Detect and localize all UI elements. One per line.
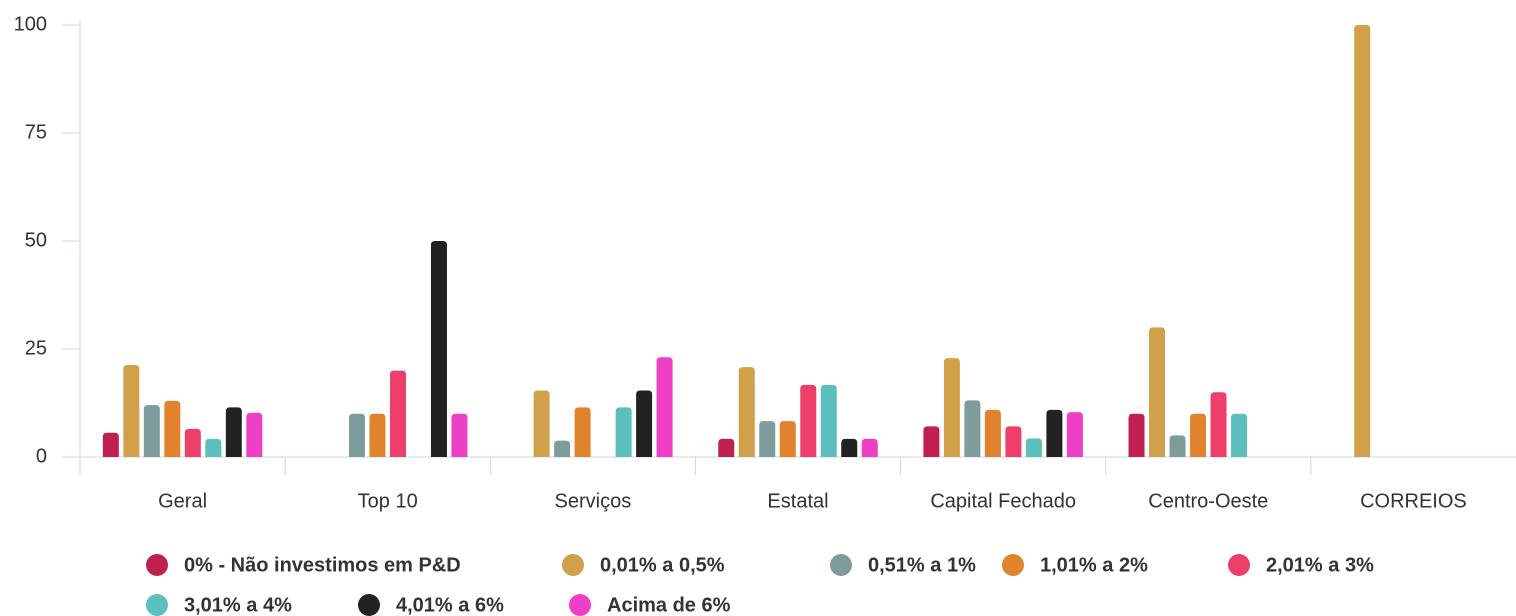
bar [1025,438,1042,457]
bar [554,440,571,457]
legend-label: 1,01% a 2% [1040,554,1148,576]
x-tick-label: Top 10 [358,490,418,512]
bar [738,367,755,457]
legend-swatch [830,554,852,576]
legend-swatch [562,554,584,576]
legend-label: 4,01% a 6% [396,594,504,616]
x-tick-label: Centro-Oeste [1148,490,1268,512]
x-tick-label: Serviços [555,490,632,512]
bar [1005,426,1022,457]
bar [1231,413,1248,457]
legend-label: 0% - Não investimos em P&D [184,554,461,576]
bar [841,438,858,457]
bar [800,384,817,457]
bar [1190,413,1207,457]
legend-swatch [146,554,168,576]
bar [1354,25,1371,457]
bar [984,409,1001,457]
bar [820,384,837,457]
bar [1128,413,1145,457]
bar [1046,409,1063,457]
bar [1210,392,1227,457]
legend: 0% - Não investimos em P&D 0,01% a 0,5% 0,… [146,554,1374,616]
legend-swatch [1002,554,1024,576]
legend-swatch [569,594,591,616]
x-tick-label: CORREIOS [1360,490,1467,512]
x-tick-label: Capital Fechado [930,490,1076,512]
bar [348,413,365,457]
bar [1169,435,1186,457]
legend-label: 0,51% a 1% [868,554,976,576]
bar [225,407,242,457]
bar [759,421,776,457]
y-tick-label: 100 [14,13,47,35]
bar [164,400,181,457]
bar [779,421,796,457]
legend-label: 0,01% a 0,5% [600,554,725,576]
bar [923,426,940,457]
legend-label: Acima de 6% [607,594,731,616]
bar [943,358,960,457]
legend-swatch [146,594,168,616]
bar [718,438,735,457]
bar [123,364,140,457]
bar [861,438,878,457]
bar [102,432,119,457]
bar [636,390,653,457]
bar [1066,412,1083,457]
y-tick-label: 50 [25,229,47,251]
bar [246,412,263,457]
bar [656,357,673,457]
legend-label: 2,01% a 3% [1266,554,1374,576]
y-tick-label: 0 [36,445,47,467]
bar [451,413,468,457]
bar [615,407,632,457]
x-tick-label: Estatal [767,490,828,512]
legend-swatch [358,594,380,616]
y-tick-label: 75 [25,121,47,143]
legend-label: 3,01% a 4% [184,594,292,616]
bar [1149,327,1166,457]
bar [143,405,160,457]
y-tick-label: 25 [25,337,47,359]
bar [205,438,222,457]
legend-swatch [1228,554,1250,576]
bar [369,413,386,457]
bar [533,390,550,457]
bar [964,400,981,457]
bar [389,370,406,457]
x-tick-label: Geral [158,490,207,512]
bar [574,407,591,457]
bar [430,241,447,457]
bar [184,428,201,457]
